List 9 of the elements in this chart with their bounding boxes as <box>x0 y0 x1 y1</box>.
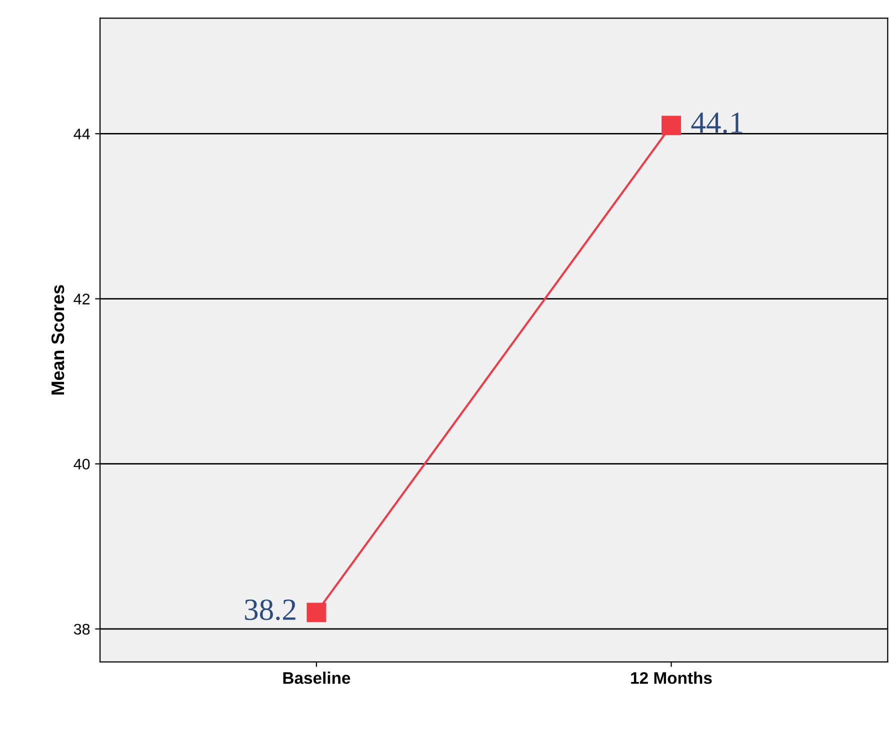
y-tick-label: 40 <box>74 458 90 470</box>
y-axis-title: Mean Scores <box>51 285 64 395</box>
data-label: 44.1 <box>691 112 742 134</box>
y-tick-label: 42 <box>74 294 90 304</box>
x-tick-label: Baseline <box>283 672 350 684</box>
x-tick-label: 12 Months <box>631 672 712 684</box>
y-tick-label: 38 <box>74 624 90 635</box>
data-label: 38.2 <box>245 599 296 620</box>
y-tick-label: 44 <box>74 128 90 140</box>
